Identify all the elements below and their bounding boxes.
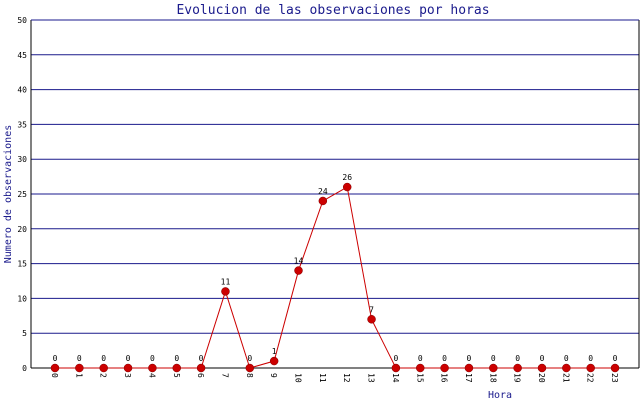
data-point <box>464 363 474 373</box>
y-tick-label: 10 <box>17 294 27 303</box>
data-point <box>245 363 255 373</box>
data-point <box>586 363 595 373</box>
data-label: 7 <box>369 305 374 314</box>
x-tick-label: 0 <box>50 373 59 378</box>
data-label: 0 <box>174 354 179 363</box>
x-tick-label: 2 <box>99 373 108 378</box>
x-tick-label: 12 <box>342 373 351 383</box>
data-label: 0 <box>199 354 204 363</box>
y-tick-label: 25 <box>17 190 27 199</box>
data-label: 0 <box>101 354 106 363</box>
x-tick-label: 20 <box>537 373 546 383</box>
data-label: 24 <box>318 187 328 196</box>
x-tick-label: 8 <box>245 373 254 378</box>
data-label: 0 <box>588 354 593 363</box>
data-label: 0 <box>77 354 82 363</box>
data-label: 1 <box>272 347 277 356</box>
data-label: 0 <box>53 354 58 363</box>
data-label: 26 <box>342 173 352 182</box>
data-label: 0 <box>247 354 252 363</box>
data-point <box>440 363 449 373</box>
data-point <box>342 182 352 192</box>
x-tick-label: 6 <box>196 373 205 378</box>
data-point <box>367 315 376 324</box>
y-tick-label: 45 <box>17 51 27 60</box>
x-tick-label: 21 <box>561 373 570 383</box>
data-point <box>489 363 498 373</box>
x-tick-label: 5 <box>172 373 181 378</box>
y-axis-label: Numero de observaciones <box>3 125 14 263</box>
x-tick-label: 9 <box>269 373 278 378</box>
x-tick-label: 14 <box>391 373 400 383</box>
data-label: 0 <box>418 354 423 363</box>
y-tick-label: 15 <box>17 260 27 269</box>
x-tick-label: 16 <box>440 373 449 383</box>
data-point <box>196 363 206 373</box>
y-tick-label: 40 <box>17 86 27 95</box>
series-line <box>55 186 616 369</box>
y-tick-label: 20 <box>17 225 27 234</box>
x-tick-label: 7 <box>220 373 229 378</box>
x-tick-label: 22 <box>586 373 595 383</box>
data-point <box>537 363 547 373</box>
data-label: 0 <box>540 354 545 363</box>
data-point <box>75 363 84 373</box>
data-point <box>50 363 60 373</box>
data-label: 0 <box>467 354 472 363</box>
data-point <box>562 363 571 373</box>
data-label: 0 <box>393 354 398 363</box>
chart-title: Evolucion de las observaciones por horas <box>176 3 489 18</box>
data-point <box>416 363 425 373</box>
x-tick-label: 1 <box>74 373 83 378</box>
data-point <box>172 363 181 373</box>
x-tick-label: 18 <box>488 373 497 383</box>
x-axis-label: Hora <box>488 390 512 400</box>
x-tick-label: 17 <box>464 373 473 383</box>
data-point <box>513 363 522 373</box>
data-label: 0 <box>491 354 496 363</box>
x-tick-label: 19 <box>513 373 522 383</box>
x-tick-label: 11 <box>318 373 327 383</box>
data-label: 0 <box>564 354 569 363</box>
x-tick-label: 4 <box>147 373 156 378</box>
x-tick-label: 10 <box>294 373 303 383</box>
data-point <box>148 363 157 373</box>
y-tick-label: 50 <box>17 16 27 25</box>
x-tick-label: 13 <box>367 373 376 383</box>
data-label: 0 <box>126 354 131 363</box>
y-tick-label: 0 <box>22 364 27 373</box>
data-label: 0 <box>613 354 618 363</box>
data-label: 0 <box>150 354 155 363</box>
data-point <box>99 363 108 373</box>
data-point <box>318 196 328 206</box>
data-point <box>391 363 401 373</box>
x-tick-label: 15 <box>415 373 424 383</box>
data-point <box>269 356 279 366</box>
data-point <box>221 287 230 296</box>
x-tick-label: 23 <box>610 373 619 383</box>
data-label: 14 <box>294 257 304 266</box>
x-tick-label: 3 <box>123 373 132 378</box>
y-tick-label: 30 <box>17 155 27 164</box>
data-label: 11 <box>221 277 231 286</box>
data-point <box>294 266 303 275</box>
data-label: 0 <box>515 354 520 363</box>
data-label: 0 <box>442 354 447 363</box>
y-tick-label: 35 <box>17 120 27 129</box>
data-point <box>610 363 620 373</box>
data-point <box>123 363 133 373</box>
y-tick-label: 5 <box>22 329 27 338</box>
